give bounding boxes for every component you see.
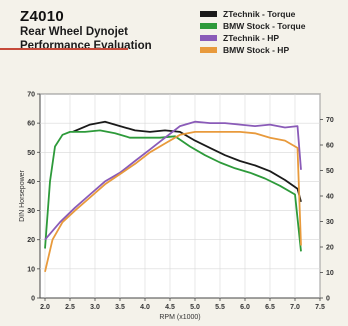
x-tick-label: 5.0 bbox=[190, 304, 200, 311]
legend-swatch-bmw-stock-torque bbox=[200, 22, 217, 29]
y-tick-label-left: 60 bbox=[27, 121, 35, 128]
legend-swatch-bmw-stock-hp bbox=[200, 46, 217, 53]
legend-swatch-ztechnik-hp bbox=[200, 34, 217, 41]
x-tick-label: 2.5 bbox=[65, 304, 75, 311]
y-tick-label-right: 60 bbox=[326, 143, 334, 150]
y-tick-label-left: 20 bbox=[27, 237, 35, 244]
x-tick-label: 7.0 bbox=[290, 304, 300, 311]
y-tick-label-left: 0 bbox=[31, 296, 35, 303]
y-tick-label-left: 50 bbox=[27, 150, 35, 157]
legend: ZTechnik - Torque BMW Stock - Torque ZTe… bbox=[200, 8, 345, 56]
y-tick-label-right: 70 bbox=[326, 117, 334, 124]
legend-item-ztechnik-torque: ZTechnik - Torque bbox=[200, 8, 345, 19]
x-tick-label: 6.5 bbox=[265, 304, 275, 311]
legend-label: ZTechnik - HP bbox=[223, 32, 280, 43]
x-tick-label: 6.0 bbox=[240, 304, 250, 311]
y-tick-label-left: 10 bbox=[27, 266, 35, 273]
y-tick-label-left: 30 bbox=[27, 208, 35, 215]
y-tick-label-right: 20 bbox=[326, 245, 334, 252]
x-tick-label: 4.5 bbox=[165, 304, 175, 311]
y-axis-title-left: DIN Horsepower bbox=[19, 169, 26, 221]
y-tick-label-right: 30 bbox=[326, 219, 334, 226]
y-tick-left-layer: 0 10 20 30 40 50 60 70 bbox=[27, 92, 35, 303]
legend-item-ztechnik-hp: ZTechnik - HP bbox=[200, 32, 345, 43]
x-tick-label: 3.5 bbox=[115, 304, 125, 311]
legend-label: ZTechnik - Torque bbox=[223, 8, 296, 19]
series-line-ztechnik-torque bbox=[72, 120, 302, 203]
x-tick-label: 2.0 bbox=[40, 304, 50, 311]
legend-label: BMW Stock - Torque bbox=[223, 20, 306, 31]
plot-area bbox=[39, 93, 321, 299]
chart-header: Z4010 Rear Wheel Dynojet Performance Eva… bbox=[0, 0, 348, 92]
y-tick-right-layer: 0 10 20 30 40 50 60 70 bbox=[326, 117, 334, 303]
series-layer bbox=[44, 120, 302, 273]
y-tick-label-right: 10 bbox=[326, 270, 334, 277]
legend-label: BMW Stock - HP bbox=[223, 44, 290, 55]
legend-item-bmw-stock-torque: BMW Stock - Torque bbox=[200, 20, 345, 31]
y-tick-label-right: 40 bbox=[326, 194, 334, 201]
y-tick-label-right: 0 bbox=[326, 296, 330, 303]
chart-subtitle-line-1: Rear Wheel Dynojet bbox=[20, 26, 128, 38]
y-tick-label-right: 50 bbox=[326, 168, 334, 175]
x-tick-label: 3.0 bbox=[90, 304, 100, 311]
legend-item-bmw-stock-hp: BMW Stock - HP bbox=[200, 44, 345, 55]
legend-swatch-ztechnik-torque bbox=[200, 10, 217, 17]
x-axis-title: RPM (x1000) bbox=[159, 314, 200, 321]
series-line-bmw-stock-torque bbox=[44, 129, 302, 252]
x-tick-label: 5.5 bbox=[215, 304, 225, 311]
x-tick-label: 4.0 bbox=[140, 304, 150, 311]
grid-layer bbox=[37, 93, 323, 301]
chart-title: Z4010 bbox=[20, 8, 65, 25]
series-line-bmw-stock-hp bbox=[44, 131, 302, 273]
x-tick-layer: 2.0 2.5 3.0 3.5 4.0 4.5 5.0 5.5 6.0 6.5 7.0 7.5 bbox=[40, 304, 325, 311]
accent-rule bbox=[0, 48, 128, 50]
y-tick-label-left: 70 bbox=[27, 92, 35, 99]
x-tick-label: 7.5 bbox=[315, 304, 325, 311]
series-line-ztechnik-hp bbox=[44, 120, 302, 241]
y-tick-label-left: 40 bbox=[27, 179, 35, 186]
